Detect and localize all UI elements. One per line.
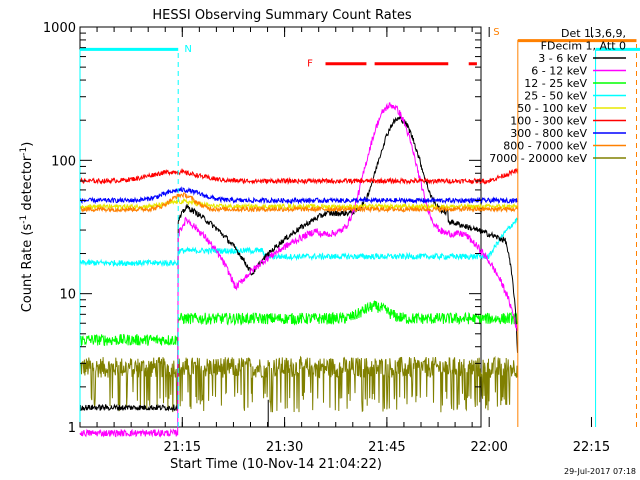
x-tick-label: 21:45 (368, 440, 405, 455)
series-line-3 (79, 217, 518, 268)
y-axis-label-end: ) (20, 142, 35, 147)
y-axis-label-sup2: -1 (19, 147, 29, 156)
y-axis-label: Count Rate (s-1 detector-1) (19, 142, 35, 313)
legend-item-label: 25 - 50 keV (524, 90, 587, 103)
x-tick-label: 22:15 (573, 440, 610, 455)
y-axis-label-main: Count Rate (s (20, 224, 35, 313)
legend-item-label: 3 - 6 keV (538, 52, 587, 65)
series-line-7 (79, 192, 518, 214)
series-line-1 (79, 102, 518, 438)
y-axis-label-sup1: -1 (19, 215, 29, 224)
annotation-s-label: S (493, 27, 499, 38)
markers-layer: N F S (79, 27, 640, 427)
annotation-f-label: F (307, 59, 313, 70)
chart-title: HESSI Observing Summary Count Rates (152, 8, 411, 23)
series-line-0 (79, 115, 518, 413)
legend-item-label: 7000 - 20000 keV (489, 152, 587, 165)
legend-item-label: 50 - 100 keV (517, 102, 587, 115)
y-tick-label: 1 (68, 421, 76, 436)
traces-layer (79, 102, 518, 438)
y-axis: 1 10 100 1000 (43, 21, 481, 436)
y-tick-label: 100 (51, 154, 76, 169)
series-line-8 (79, 355, 518, 413)
series-line-2 (79, 300, 518, 347)
legend-item-label: 800 - 7000 keV (503, 140, 587, 153)
legend-item-label: 6 - 12 keV (531, 65, 587, 78)
x-tick-label: 21:15 (164, 440, 201, 455)
legend-item-label: 100 - 300 keV (510, 115, 587, 128)
annotation-n-label: N (184, 44, 191, 55)
y-tick-label: 1000 (43, 21, 76, 36)
x-tick-label: 21:30 (266, 440, 303, 455)
x-tick-label: 22:00 (470, 440, 507, 455)
x-axis-label: Start Time (10-Nov-14 21:04:22) (170, 457, 382, 472)
y-axis-label-mid: detector (20, 155, 35, 215)
y-tick-label: 10 (59, 288, 76, 303)
series-line-6 (79, 186, 518, 205)
legend-item-label: 300 - 800 keV (510, 127, 587, 140)
legend-item-label: 12 - 25 keV (524, 77, 587, 90)
timestamp: 29-Jul-2017 07:18 (564, 467, 636, 476)
series-line-5 (79, 167, 518, 186)
legend-header-1: FDecim 1, Att 0 (541, 40, 626, 53)
legend-header-0: Det 1,3,6,9, (561, 27, 626, 40)
